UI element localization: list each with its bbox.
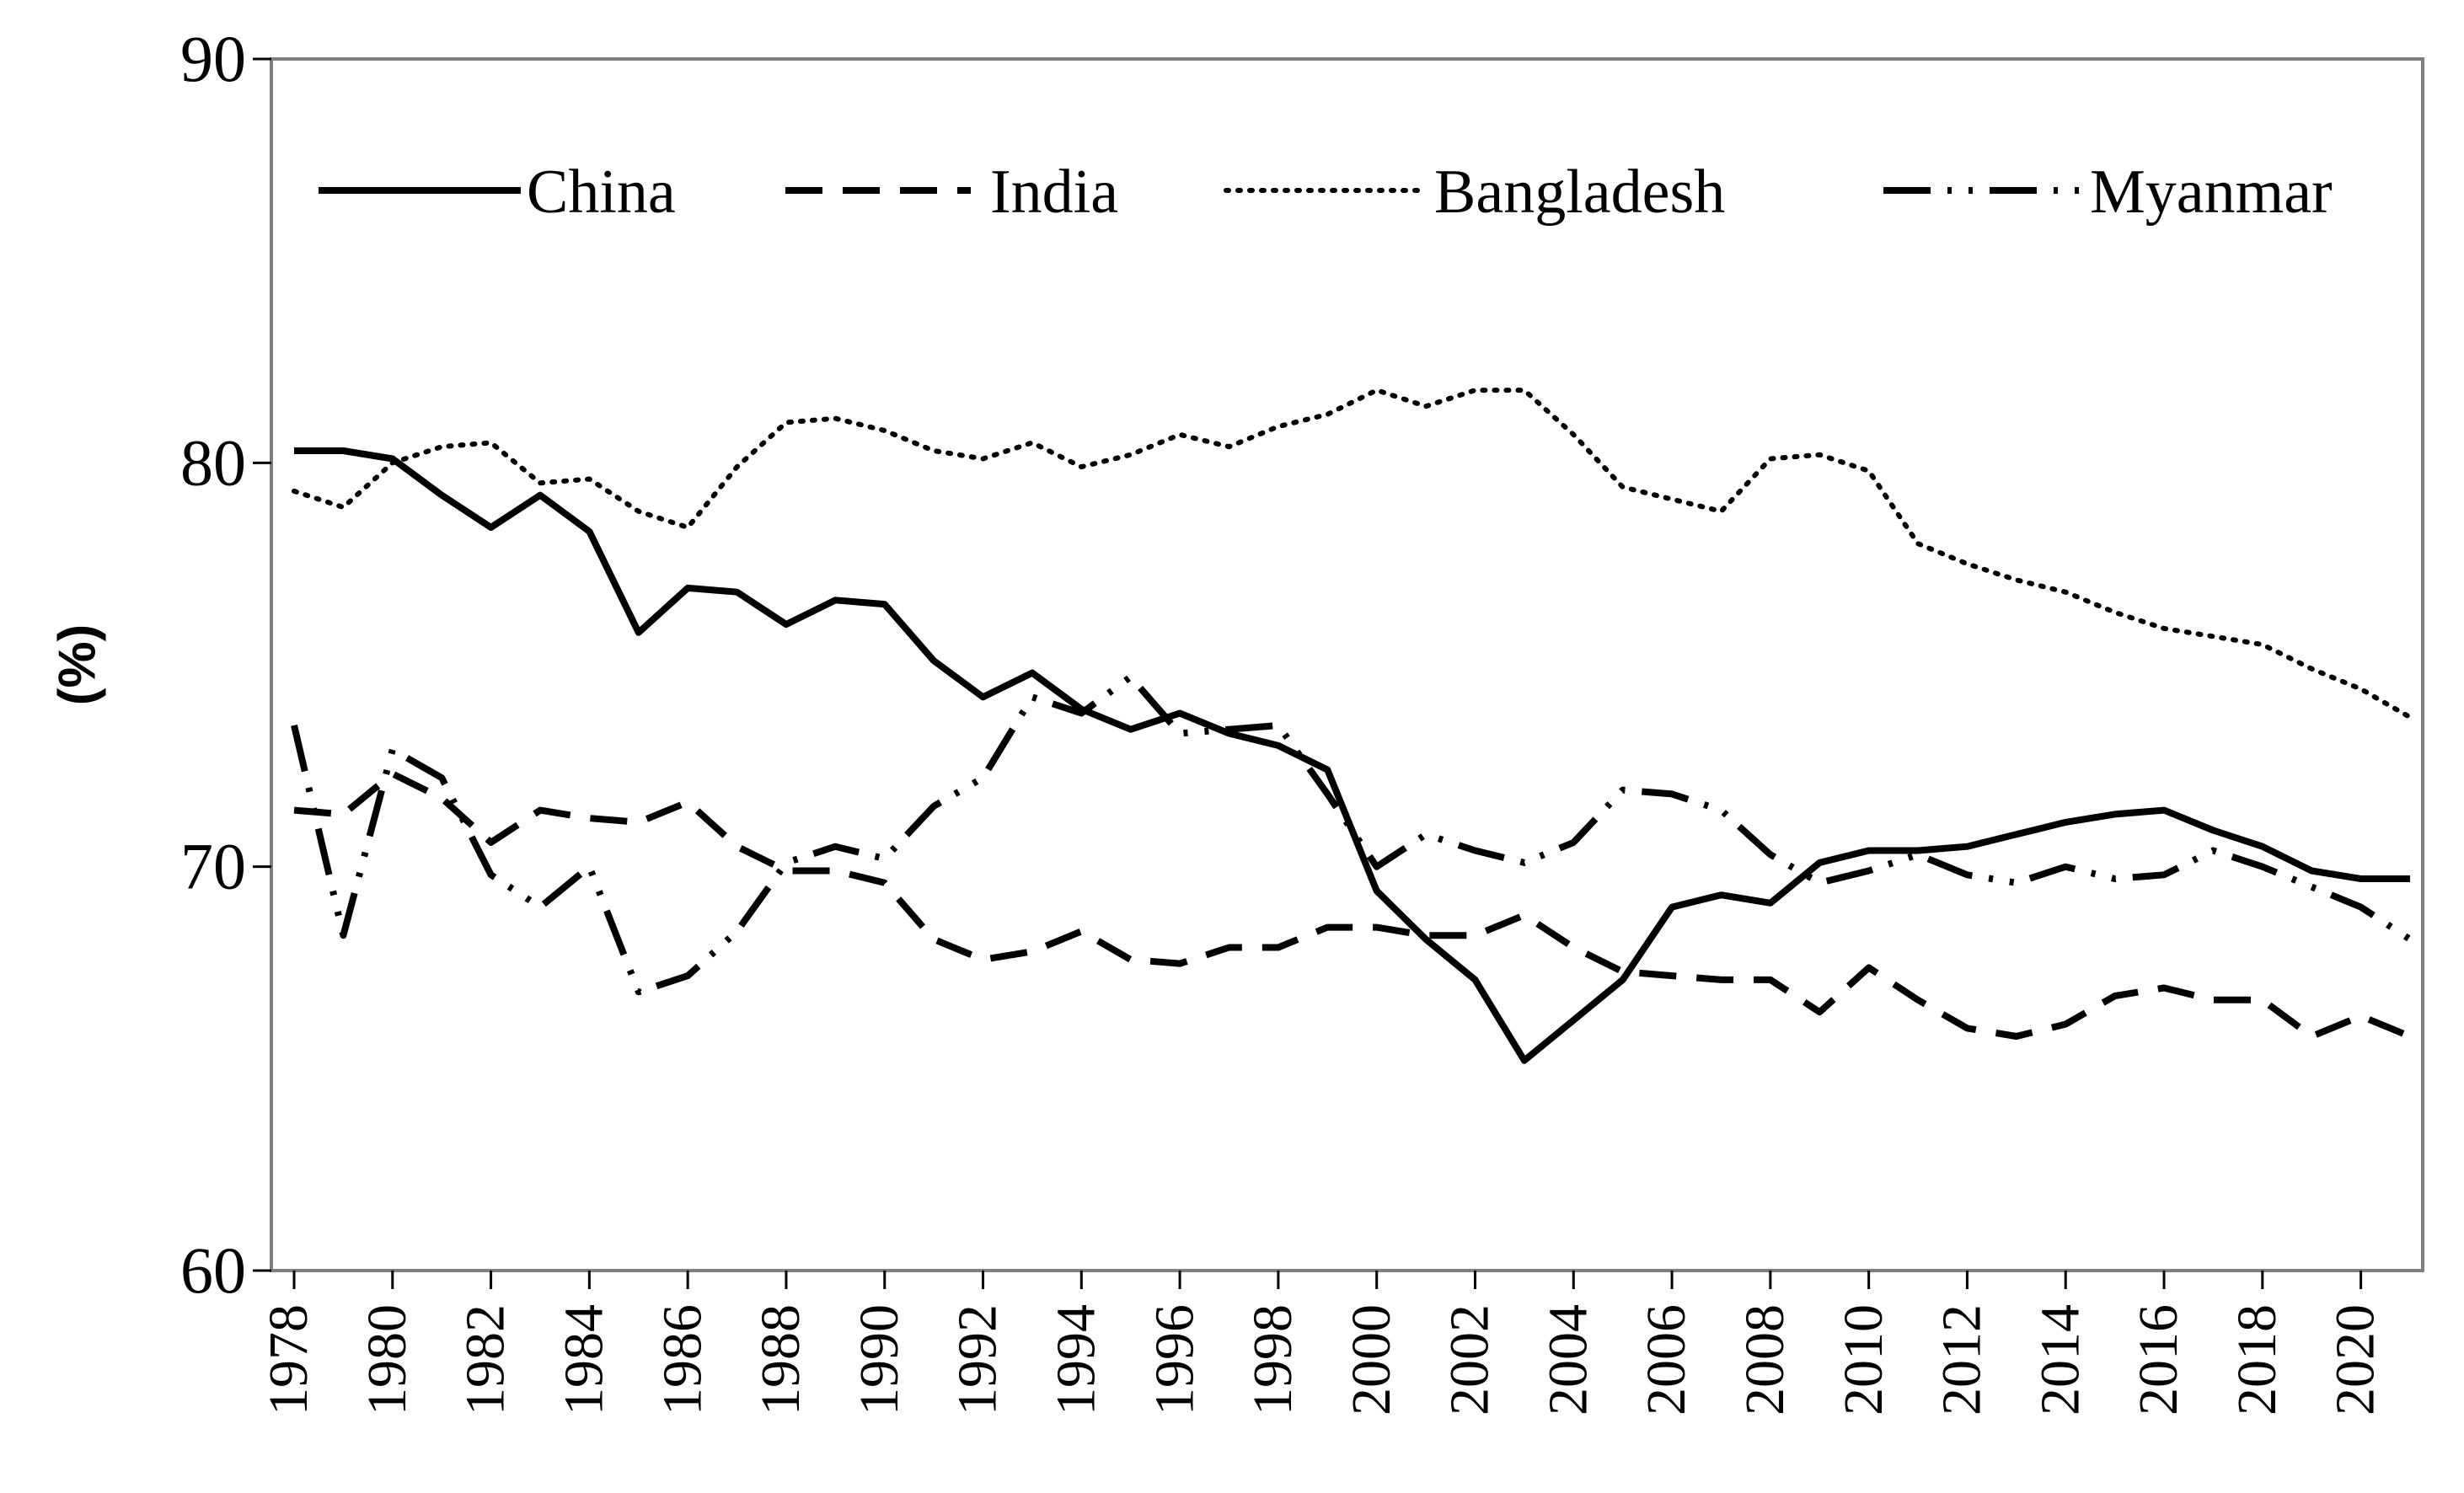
y-axis-label: (%)	[48, 624, 106, 705]
x-tick-label: 2006	[1636, 1304, 1697, 1415]
x-tick-label: 2016	[2128, 1304, 2189, 1415]
x-tick-label: 1986	[651, 1304, 713, 1415]
x-tick-label: 1996	[1144, 1304, 1205, 1415]
y-tick-label: 70	[180, 830, 246, 903]
x-tick-label: 2010	[1833, 1304, 1894, 1415]
series-layer	[291, 388, 2413, 1064]
legend-label-india: India	[990, 158, 1118, 227]
x-tick-label: 1990	[849, 1304, 910, 1415]
series-line-bangladesh	[292, 388, 2413, 720]
series-line-myanmar	[291, 673, 2413, 996]
x-tick-label: 2008	[1734, 1304, 1796, 1415]
y-tick-label: 60	[180, 1233, 246, 1307]
x-tick-label: 2002	[1439, 1304, 1501, 1415]
x-tick-label: 1982	[455, 1304, 517, 1415]
legend-label-bangladesh: Bangladesh	[1434, 158, 1725, 227]
x-tick-label: 1978	[258, 1304, 319, 1415]
x-tick-label: 1988	[750, 1304, 812, 1415]
y-tick-label: 80	[180, 425, 246, 499]
legend: China India Bangladesh Myanmar	[319, 158, 2333, 227]
x-tick-label: 1994	[1045, 1304, 1106, 1415]
x-tick-label: 1984	[554, 1304, 615, 1415]
legend-label-china: China	[527, 158, 676, 227]
axes: 60 70 80 90 1978 1980 1982 1984 1986 1988 1990 1992…	[180, 22, 2386, 1415]
x-tick-label: 2020	[2325, 1304, 2386, 1415]
x-tick-label: 2018	[2226, 1304, 2288, 1415]
x-tick-label: 2000	[1341, 1304, 1402, 1415]
x-tick-label: 2004	[1537, 1304, 1599, 1415]
plot-frame	[270, 57, 2424, 1272]
x-tick-label: 2012	[1931, 1304, 1993, 1415]
x-tick-label: 1998	[1242, 1304, 1304, 1415]
x-tick-label: 2014	[2029, 1304, 2091, 1415]
y-tick-label: 90	[180, 22, 246, 95]
x-tick-label: 1992	[947, 1304, 1009, 1415]
x-tick-label: 1980	[356, 1304, 418, 1415]
legend-label-myanmar: Myanmar	[2090, 158, 2333, 227]
series-line-china	[294, 447, 2410, 1064]
series-line-india	[293, 770, 2412, 1040]
